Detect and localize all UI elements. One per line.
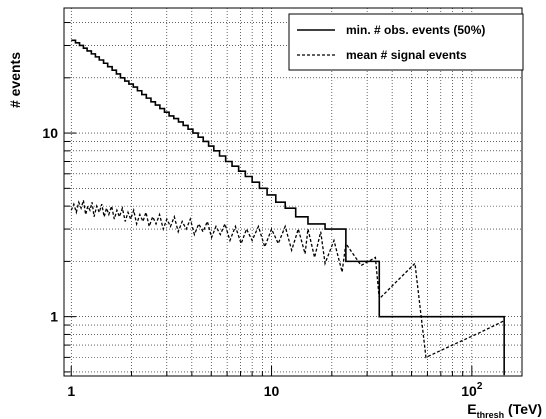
y-tick-label: 10 bbox=[42, 125, 58, 141]
series-min-obs-events-line bbox=[71, 39, 505, 376]
y-axis-title: # events bbox=[7, 52, 23, 108]
x-tick-label: 102 bbox=[461, 381, 483, 399]
grid bbox=[64, 8, 522, 376]
legend: min. # obs. events (50%) mean # signal e… bbox=[288, 13, 524, 71]
y-tick-label: 1 bbox=[50, 309, 58, 325]
plot-frame bbox=[63, 7, 523, 377]
x-tick-label: 10 bbox=[264, 383, 280, 399]
legend-label-min-obs-events: min. # obs. events (50%) bbox=[346, 23, 485, 37]
x-tick-label: 1 bbox=[67, 383, 75, 399]
x-axis-title: Ethresh (TeV) bbox=[467, 401, 542, 419]
legend-label-mean-signal-events: mean # signal events bbox=[346, 48, 467, 62]
series-mean-signal-events-line bbox=[70, 200, 505, 359]
tick-labels: 1 10 102 1 10 bbox=[42, 125, 482, 399]
axis-ticks bbox=[64, 22, 473, 376]
series-layer bbox=[70, 39, 505, 376]
legend-box bbox=[288, 13, 524, 71]
